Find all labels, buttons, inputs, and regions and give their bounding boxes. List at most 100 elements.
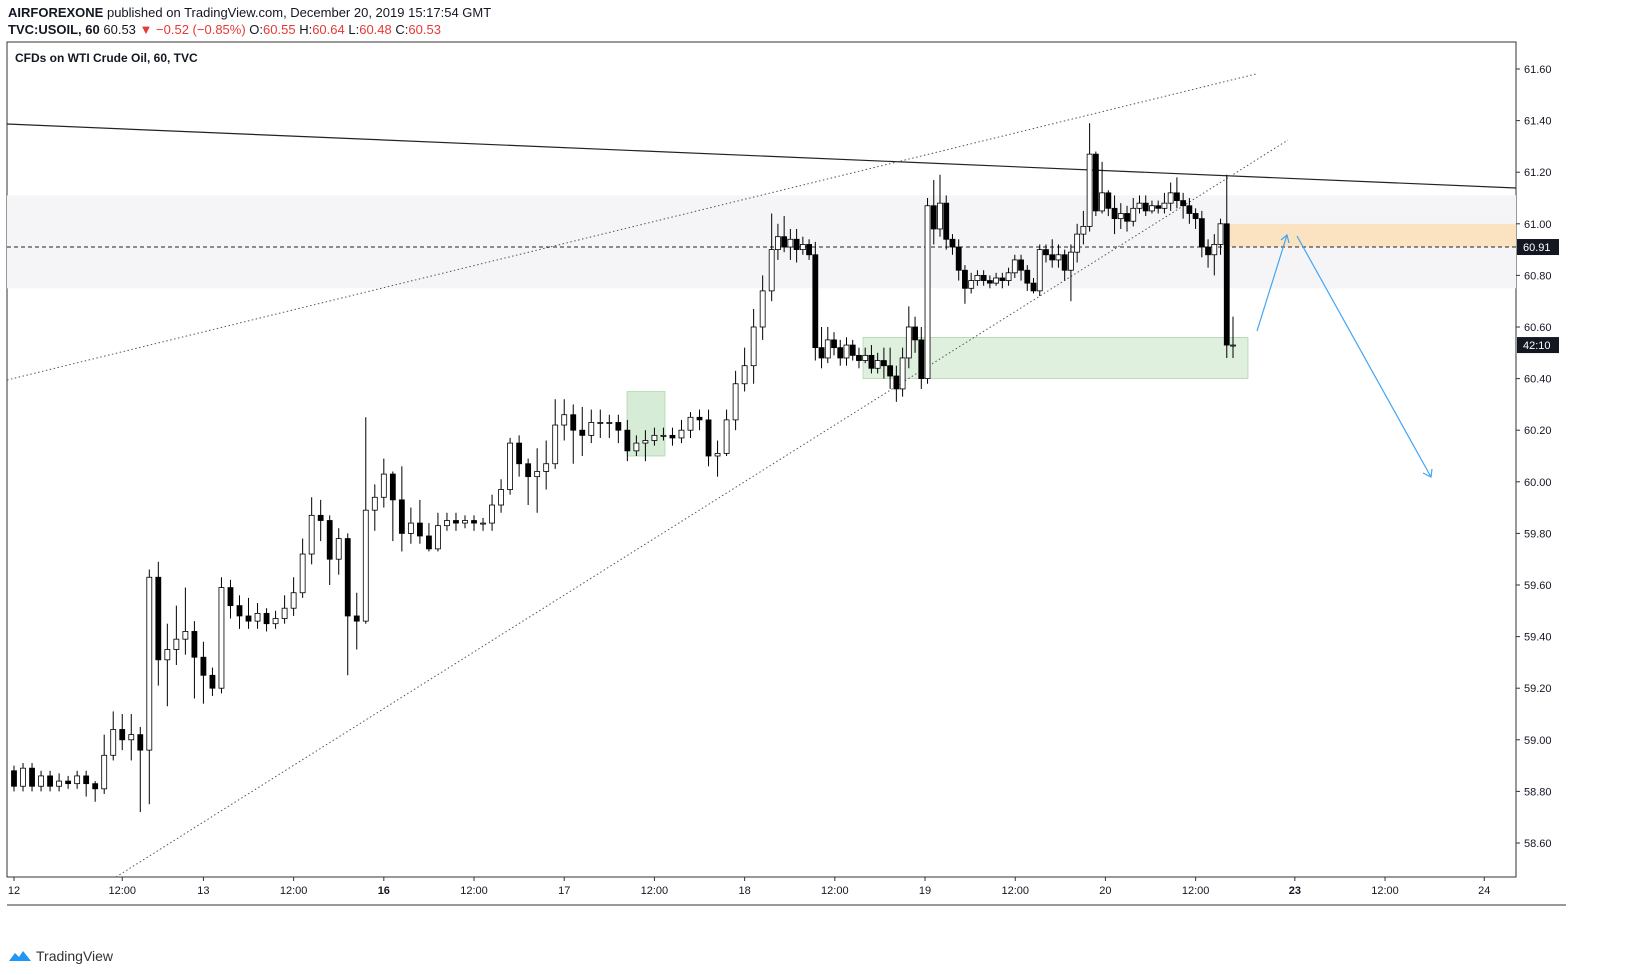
x-tick-label: 19 — [919, 885, 931, 897]
author-name[interactable]: AIRFOREXONE — [8, 5, 104, 20]
candle-body — [781, 236, 788, 248]
candle-body — [1161, 202, 1168, 209]
y-tick-label: 58.80 — [1524, 786, 1552, 798]
x-tick-label: 12:00 — [1001, 885, 1029, 897]
candle-body — [793, 238, 800, 250]
price-label-box — [1517, 337, 1559, 354]
candle-body — [750, 326, 757, 367]
candle-body — [660, 434, 667, 437]
candle-body — [980, 274, 987, 281]
candle-body — [949, 238, 956, 248]
candle-body — [993, 277, 1000, 284]
candle-body — [1149, 205, 1155, 212]
candle-body — [974, 274, 981, 281]
x-tick-label: 13 — [197, 885, 209, 897]
candle-body — [806, 244, 812, 256]
candle-body — [880, 360, 887, 367]
candle-body — [799, 244, 806, 251]
candle-body — [543, 463, 550, 472]
candle-body — [11, 770, 17, 787]
candle-body — [426, 535, 432, 550]
candle-body — [1205, 246, 1211, 256]
price-change: −0.52 (−0.85%) — [156, 22, 246, 37]
y-tick-label: 59.00 — [1524, 735, 1552, 747]
candle-body — [1192, 213, 1199, 220]
candle-body — [317, 514, 324, 521]
open-label: O: — [249, 22, 264, 37]
y-tick-label: 60.20 — [1524, 425, 1552, 437]
candle-body — [444, 520, 450, 527]
candle-body — [624, 429, 631, 452]
x-tick-label: 16 — [378, 885, 390, 897]
candle-body — [918, 339, 925, 379]
candle-body — [1124, 213, 1130, 222]
candle-body — [173, 638, 180, 650]
candle-body — [968, 280, 975, 289]
last-price: 60.53 — [103, 22, 136, 37]
candle-body — [633, 442, 640, 452]
candle-body — [101, 754, 108, 790]
candle-body — [380, 473, 387, 498]
candle-body — [606, 422, 613, 424]
candle-body — [489, 504, 495, 524]
candle-body — [128, 734, 135, 741]
projection-down-arrow — [1296, 235, 1432, 478]
candle-body — [893, 375, 900, 390]
candle-body — [534, 471, 541, 478]
x-tick-label: 17 — [558, 885, 570, 897]
symbol-name[interactable]: TVC:USOIL, 60 — [8, 22, 100, 37]
candle-body — [768, 249, 775, 292]
candle-body — [209, 674, 216, 689]
candle-body — [705, 419, 712, 457]
sell-zone — [1226, 223, 1516, 248]
y-tick-label: 58.60 — [1524, 838, 1552, 850]
candle-body — [498, 489, 504, 506]
y-tick-label: 59.80 — [1524, 528, 1552, 540]
candle-body — [407, 522, 414, 534]
candle-body — [1211, 244, 1218, 256]
candle-body — [308, 514, 315, 555]
candle-body — [245, 615, 252, 622]
published-text: published on TradingView.com, December 2… — [106, 5, 492, 20]
candle-body — [561, 414, 568, 426]
candle-body — [335, 538, 342, 560]
candle-body — [837, 347, 844, 359]
candle-body — [119, 729, 126, 741]
candle-body — [1055, 254, 1062, 261]
candle-body — [1030, 282, 1037, 292]
candle-body — [818, 347, 825, 359]
y-tick-label: 61.20 — [1524, 167, 1552, 179]
x-tick-label: 12:00 — [460, 885, 488, 897]
x-tick-label: 24 — [1478, 885, 1490, 897]
y-tick-label: 61.40 — [1524, 116, 1552, 128]
candle-body — [849, 344, 856, 356]
y-tick-label: 60.00 — [1524, 477, 1552, 489]
candle-body — [299, 553, 306, 594]
x-tick-label: 12:00 — [1371, 885, 1399, 897]
candle-body — [480, 522, 486, 525]
candle-body — [986, 280, 993, 284]
candle-body — [579, 429, 586, 436]
candle-body — [218, 587, 225, 689]
candle-body — [83, 775, 90, 785]
candle-body — [943, 202, 950, 240]
candle-body — [92, 783, 99, 790]
candle-body — [687, 416, 694, 431]
candle-body — [1005, 272, 1012, 281]
footer-brand[interactable]: TradingView — [36, 948, 114, 964]
candle-body — [65, 780, 72, 785]
close-value: 60.53 — [408, 22, 441, 37]
candle-body — [1011, 259, 1018, 274]
candle-body — [937, 202, 943, 230]
candle-body — [1198, 218, 1205, 248]
candle-body — [362, 509, 369, 622]
candles-group — [11, 123, 1236, 813]
candle-body — [29, 767, 35, 787]
candle-body — [507, 442, 514, 490]
candle-body — [254, 612, 261, 622]
current-price-label: 60.91 — [1523, 242, 1551, 254]
tradingview-logo-icon — [9, 951, 31, 961]
price-label-box — [1517, 239, 1559, 256]
candle-body — [164, 649, 171, 661]
